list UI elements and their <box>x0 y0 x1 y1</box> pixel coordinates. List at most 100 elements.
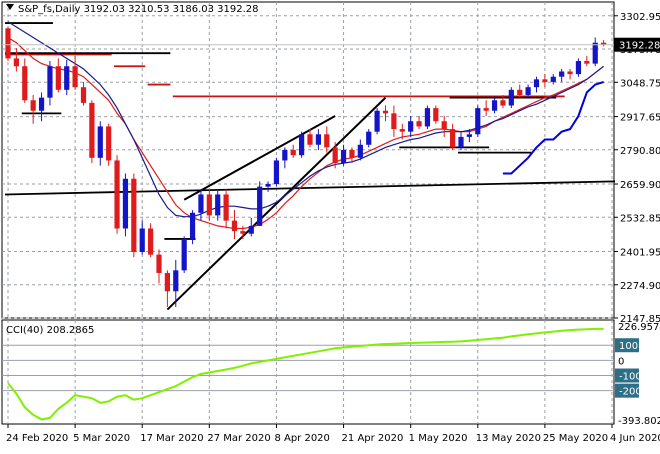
x-tick-label: 25 May 2020 <box>543 433 608 444</box>
candle-body <box>542 79 548 82</box>
level-line <box>4 180 616 196</box>
candle-body <box>491 100 498 111</box>
candle-body <box>248 225 254 234</box>
candle-body <box>189 212 196 239</box>
candle-body <box>47 66 53 98</box>
candle-body <box>131 178 137 253</box>
candle-body <box>416 121 422 127</box>
x-tick-label: 1 May 2020 <box>409 433 468 444</box>
candle-body <box>290 149 296 156</box>
last-price-label: 3192.28 <box>619 41 660 52</box>
candle-body <box>89 102 95 158</box>
price-tick-label: 3048.75 <box>620 78 660 89</box>
candle-body <box>517 89 523 96</box>
candle-body <box>257 186 263 226</box>
cci-tick-label: -393.8029 <box>618 416 660 427</box>
candle-body <box>592 42 598 64</box>
candle-body <box>366 131 372 145</box>
cci-tick-label: 0 <box>618 356 624 367</box>
x-tick-label: 13 May 2020 <box>476 433 541 444</box>
price-title: S&P_fs,Daily 3192.03 3210.53 3186.03 319… <box>18 4 259 15</box>
candle-body <box>508 89 514 106</box>
candle-body <box>215 194 221 216</box>
candle-body <box>433 108 439 122</box>
candle-body <box>550 76 556 82</box>
price-tick-label: 2790.80 <box>620 146 660 157</box>
candle-body <box>13 58 19 67</box>
candle-body <box>332 147 338 164</box>
last-price-tag <box>614 37 660 52</box>
x-tick-label: 21 Apr 2020 <box>342 433 404 444</box>
candle-body <box>475 108 481 135</box>
cci-level-tag <box>615 338 639 353</box>
candle-body <box>80 87 87 103</box>
cci-line <box>7 327 604 421</box>
cci-panel-frame <box>1 319 615 425</box>
cci-tick-label: 226.9574 <box>618 322 660 333</box>
candle-body <box>231 220 238 232</box>
candle-body <box>139 228 145 253</box>
price-tick-label: 2147.85 <box>620 314 660 325</box>
candle-body <box>584 61 590 64</box>
moving-average-line <box>7 21 604 218</box>
candle-body <box>97 126 103 158</box>
cci-level-tag <box>615 383 639 398</box>
candle-body <box>601 42 607 45</box>
candle-body <box>181 238 187 271</box>
collapse-triangle-icon <box>6 4 14 10</box>
price-tick-label: 2659.90 <box>620 180 660 191</box>
price-tick-label: 2401.95 <box>620 248 660 259</box>
moving-average-line <box>502 81 604 175</box>
candle-body <box>559 71 565 77</box>
candle-body <box>299 134 305 156</box>
x-tick-label: 24 Feb 2020 <box>6 433 68 444</box>
candle-body <box>282 149 288 161</box>
candle-body <box>315 134 321 145</box>
candle-body <box>72 66 78 88</box>
candle-body <box>391 113 397 130</box>
candle-body <box>500 100 506 106</box>
candle-body <box>106 126 112 161</box>
x-tick-label: 27 Mar 2020 <box>207 433 270 444</box>
candle-body <box>340 149 347 164</box>
price-tick-label: 2532.85 <box>620 213 660 224</box>
candle-body <box>450 129 456 148</box>
candle-body <box>483 108 489 111</box>
candle-body <box>357 144 363 158</box>
candle-body <box>458 136 464 148</box>
candle-body <box>441 121 447 130</box>
candle-body <box>198 194 204 213</box>
candle-body <box>273 160 280 184</box>
candle-body <box>466 134 472 137</box>
candle-body <box>533 79 540 88</box>
price-tick-label: 3302.95 <box>620 12 660 23</box>
candle-body <box>575 61 582 75</box>
candle-body <box>399 129 405 132</box>
candle-body <box>122 178 129 229</box>
x-tick-label: 8 Apr 2020 <box>274 433 329 444</box>
cci-tick-label: -100 <box>619 372 642 383</box>
candle-body <box>5 28 11 59</box>
candle-body <box>164 272 170 292</box>
candle-body <box>64 66 70 90</box>
candle-body <box>324 134 330 148</box>
candle-body <box>424 108 431 127</box>
candle-body <box>374 110 380 132</box>
x-tick-label: 17 Mar 2020 <box>140 433 203 444</box>
cci-tick-label: 100 <box>619 341 638 352</box>
candle-body <box>156 254 162 273</box>
candle-body <box>567 71 573 75</box>
candle-body <box>349 149 355 158</box>
cci-title: CCI(40) 208.2865 <box>6 325 94 336</box>
candle-body <box>240 231 246 234</box>
candle-body <box>55 66 61 90</box>
trendline <box>166 96 387 311</box>
candle-body <box>382 110 389 114</box>
cci-tick-label: -200 <box>619 387 642 398</box>
candle-body <box>30 100 36 111</box>
candle-body <box>265 183 271 187</box>
candle-body <box>148 228 154 255</box>
candle-body <box>223 194 229 221</box>
